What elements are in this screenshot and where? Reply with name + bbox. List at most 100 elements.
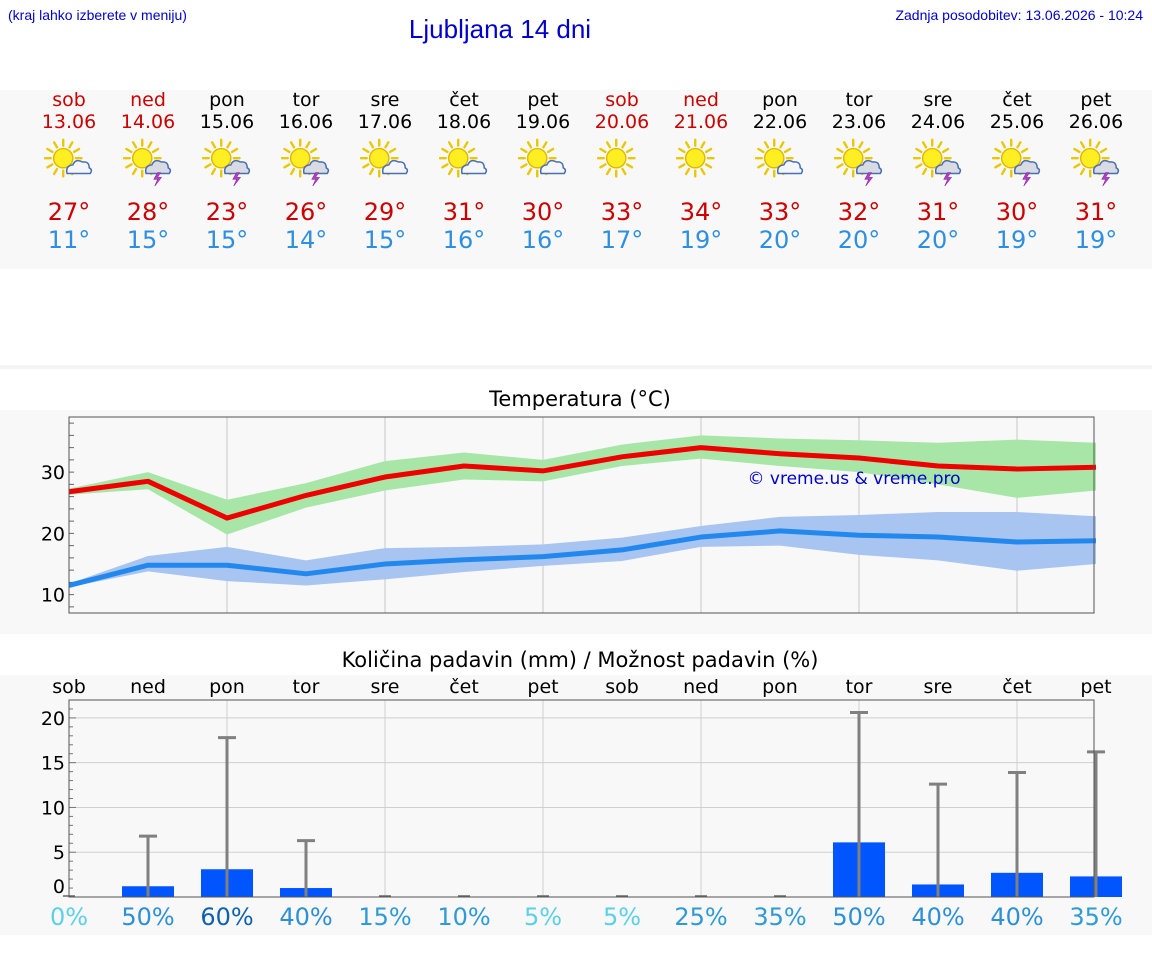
series-range-band (69, 435, 1096, 535)
precipitation-chart: sob ned pon tor sre čet pet sob ned pon tor sre čet p… (41, 676, 1122, 898)
max-temperature: 26° (284, 198, 328, 226)
precipitation-probability: 25% (674, 903, 728, 931)
min-temperature: 11° (47, 226, 91, 254)
max-temperature: 28° (126, 198, 170, 226)
precipitation-probability: 5% (523, 903, 563, 931)
sun-shape (992, 138, 1031, 178)
min-temperature: 17° (600, 226, 644, 254)
day-date: 23.06 (831, 111, 887, 133)
sun-cloud-icon (439, 138, 488, 178)
max-temperature: 23° (205, 198, 249, 226)
day-date: 25.06 (989, 111, 1045, 133)
sun-storm-icon (992, 138, 1041, 187)
sun-shape (44, 138, 83, 178)
x-tick-label: tor (293, 676, 320, 698)
min-temperature: 20° (758, 226, 802, 254)
cloud-shape (223, 159, 251, 175)
precipitation-probability: 10% (437, 903, 491, 931)
x-tick-label: sre (371, 676, 400, 698)
y-tick-label: 30 (41, 462, 65, 484)
x-tick-label: sob (52, 676, 86, 698)
plot-frame (68, 416, 1095, 614)
precipitation-probability: 50% (121, 903, 175, 931)
day-name: sob (605, 89, 639, 111)
sun-storm-icon (834, 138, 883, 187)
precipitation-probability: 35% (1069, 903, 1123, 931)
sun-cloud-icon (755, 138, 804, 178)
min-temperature: 19° (679, 226, 723, 254)
sun-icon (597, 138, 636, 178)
min-temperature: 19° (995, 226, 1039, 254)
day-name: pet (527, 89, 559, 111)
day-name: ned (130, 89, 166, 111)
day-name: pet (1080, 89, 1112, 111)
sun-cloud-icon (360, 138, 409, 178)
sun-shape (597, 138, 636, 178)
day-name: sre (923, 89, 953, 111)
day-date: 15.06 (199, 111, 255, 133)
min-temperature: 14° (284, 226, 328, 254)
min-temperature: 15° (126, 226, 170, 254)
day-date: 22.06 (752, 111, 808, 133)
day-name: čet (449, 89, 479, 111)
series-range-band (69, 511, 1096, 588)
day-date: 24.06 (910, 111, 966, 133)
sun-storm-icon (123, 138, 172, 187)
y-tick-label: 20 (41, 708, 65, 730)
precipitation-probability: 40% (279, 903, 333, 931)
cloud-shape (1092, 159, 1120, 175)
temperature-chart: 10 20 30 © vreme.us & vreme.pro (41, 416, 1097, 614)
day-date: 13.06 (41, 111, 97, 133)
sun-storm-icon (1071, 138, 1120, 187)
max-temperature: 31° (442, 198, 486, 226)
sun-icon (676, 138, 715, 178)
min-temperature: 20° (916, 226, 960, 254)
day-date: 19.06 (515, 111, 571, 133)
x-tick-label: čet (1002, 676, 1032, 698)
x-tick-label: pon (762, 676, 798, 698)
day-name: tor (845, 89, 873, 111)
precipitation-probability: 50% (832, 903, 886, 931)
sun-shape (123, 138, 162, 178)
min-temperature: 15° (205, 226, 249, 254)
max-temperature: 31° (916, 198, 960, 226)
watermark: © vreme.us & vreme.pro (747, 469, 960, 489)
min-temperature: 16° (521, 226, 565, 254)
day-date: 20.06 (594, 111, 650, 133)
max-temperature: 32° (837, 198, 881, 226)
cloud-shape (302, 159, 330, 175)
max-temperature: 31° (1074, 198, 1118, 226)
cloud-shape (65, 159, 93, 175)
plot-frame (68, 699, 1095, 898)
last-updated: Zadnja posodobitev: 13.06.2026 - 10:24 (895, 7, 1143, 23)
max-temperature: 27° (47, 198, 91, 226)
max-temperature: 34° (679, 198, 723, 226)
day-date: 26.06 (1068, 111, 1124, 133)
cloud-shape (776, 159, 804, 175)
day-date: 14.06 (120, 111, 176, 133)
day-name: čet (1002, 89, 1032, 111)
precipitation-probability: 40% (911, 903, 965, 931)
max-temperature: 30° (521, 198, 565, 226)
x-tick-label: pon (209, 676, 245, 698)
day-name: pon (209, 89, 245, 111)
plot-area (69, 700, 1094, 897)
y-tick-label: 15 (41, 753, 65, 775)
sun-cloud-icon (44, 138, 93, 178)
min-temperature: 19° (1074, 226, 1118, 254)
cloud-shape (934, 159, 962, 175)
day-name: sob (52, 89, 86, 111)
separator (0, 365, 1152, 369)
precipitation-probability: 35% (753, 903, 807, 931)
x-tick-label: tor (846, 676, 873, 698)
precipitation-probability: 5% (602, 903, 642, 931)
sun-storm-icon (281, 138, 330, 187)
day-date: 21.06 (673, 111, 729, 133)
cloud-shape (144, 159, 172, 175)
cloud-shape (1013, 159, 1041, 175)
precipitation-probability: 60% (200, 903, 254, 931)
y-tick-label: 0 (53, 876, 65, 898)
min-temperature-line (68, 528, 1097, 588)
page-title: Ljubljana 14 dni (408, 14, 592, 44)
x-tick-label: čet (449, 676, 479, 698)
